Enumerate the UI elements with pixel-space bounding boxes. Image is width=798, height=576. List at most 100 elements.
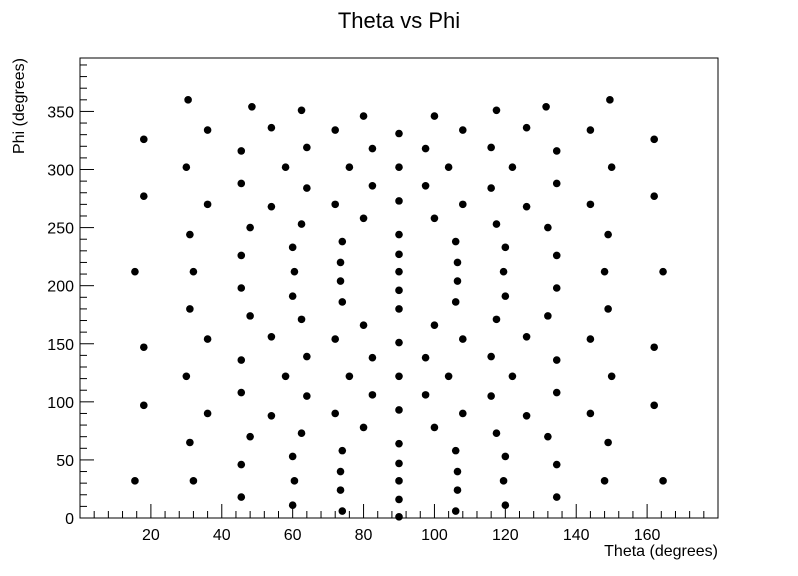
data-point	[395, 439, 403, 448]
y-axis: 0 50 100 150 200 250 300 350	[47, 64, 94, 528]
data-point	[522, 202, 531, 211]
data-point	[395, 459, 403, 468]
data-point	[430, 112, 439, 120]
data-point	[650, 401, 658, 410]
data-point	[359, 214, 368, 223]
data-point	[359, 423, 368, 432]
data-point	[281, 163, 290, 171]
data-point	[336, 277, 345, 285]
data-point	[395, 267, 403, 276]
data-point	[607, 163, 616, 171]
chart-title: Theta vs Phi	[338, 8, 460, 33]
data-point	[508, 372, 517, 381]
y-tick-label: 250	[47, 221, 74, 238]
data-point	[430, 423, 439, 432]
data-point	[552, 284, 561, 292]
data-point	[395, 129, 403, 138]
y-tick-label: 350	[47, 104, 74, 121]
data-point	[237, 179, 246, 188]
data-point	[237, 356, 246, 364]
data-point	[303, 392, 311, 400]
data-point	[186, 230, 194, 239]
data-point	[453, 486, 462, 494]
data-point	[544, 432, 552, 441]
data-point	[459, 200, 467, 209]
data-points	[131, 96, 667, 521]
data-point	[492, 220, 501, 228]
x-tick-label: 20	[142, 527, 160, 544]
data-point	[395, 230, 403, 239]
x-tick-label: 100	[421, 527, 448, 544]
data-point	[586, 409, 595, 418]
data-point	[345, 163, 354, 171]
data-point	[395, 286, 403, 295]
data-point	[453, 277, 462, 285]
x-axis-label: Theta (degrees)	[604, 543, 718, 560]
data-point	[237, 284, 246, 292]
data-point	[522, 411, 531, 420]
data-point	[552, 388, 561, 397]
data-point	[499, 267, 508, 276]
data-point	[586, 335, 595, 343]
data-point	[492, 429, 501, 438]
data-point	[421, 391, 430, 399]
data-point	[345, 372, 354, 381]
data-point	[421, 353, 430, 362]
data-point	[336, 467, 345, 476]
data-point	[359, 321, 368, 329]
data-point	[492, 315, 501, 324]
data-point	[451, 298, 460, 306]
data-point	[586, 200, 595, 209]
data-point	[459, 126, 467, 134]
data-point	[140, 192, 148, 201]
data-point	[267, 411, 276, 420]
data-point	[501, 243, 510, 252]
data-point	[288, 452, 297, 461]
data-point	[189, 477, 198, 485]
data-point	[331, 409, 340, 418]
y-tick-label: 0	[65, 511, 74, 528]
data-point	[297, 106, 306, 115]
x-axis: 20 40 60 80 100 120 140 160	[93, 504, 705, 544]
data-point	[522, 123, 531, 132]
data-point	[650, 343, 658, 352]
data-point	[338, 237, 347, 246]
data-point	[606, 96, 614, 104]
data-point	[395, 197, 403, 205]
data-point	[659, 477, 667, 485]
data-point	[395, 477, 403, 485]
data-point	[421, 181, 430, 190]
data-point	[487, 184, 495, 192]
data-point	[331, 126, 340, 134]
data-point	[131, 477, 139, 485]
x-tick-label: 160	[634, 527, 661, 544]
data-point	[267, 123, 276, 132]
data-point	[237, 493, 246, 501]
data-point	[501, 501, 510, 510]
data-point	[459, 409, 467, 418]
data-point	[297, 220, 306, 228]
data-point	[368, 181, 377, 190]
data-point	[453, 258, 462, 267]
data-point	[288, 243, 297, 252]
data-point	[650, 192, 658, 201]
data-point	[281, 372, 290, 381]
data-point	[331, 200, 340, 209]
data-point	[267, 332, 276, 341]
data-point	[297, 429, 306, 438]
data-point	[246, 312, 254, 320]
x-tick-label: 120	[492, 527, 519, 544]
y-tick-label: 50	[56, 453, 74, 470]
data-point	[395, 372, 403, 381]
x-tick-label: 40	[213, 527, 231, 544]
data-point	[522, 332, 531, 341]
data-point	[421, 144, 430, 153]
data-point	[395, 338, 403, 347]
data-point	[303, 143, 311, 152]
data-point	[237, 460, 246, 469]
data-point	[267, 202, 276, 211]
data-point	[607, 372, 616, 381]
data-point	[600, 477, 609, 485]
data-point	[487, 143, 495, 152]
